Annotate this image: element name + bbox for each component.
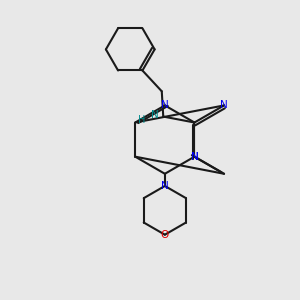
Text: N: N (190, 152, 198, 162)
Text: N: N (151, 110, 159, 120)
Text: N: N (161, 181, 169, 191)
Text: O: O (161, 230, 169, 240)
Text: N: N (161, 100, 169, 110)
Text: H: H (138, 115, 146, 124)
Text: N: N (190, 152, 198, 162)
Text: N: N (220, 100, 228, 110)
